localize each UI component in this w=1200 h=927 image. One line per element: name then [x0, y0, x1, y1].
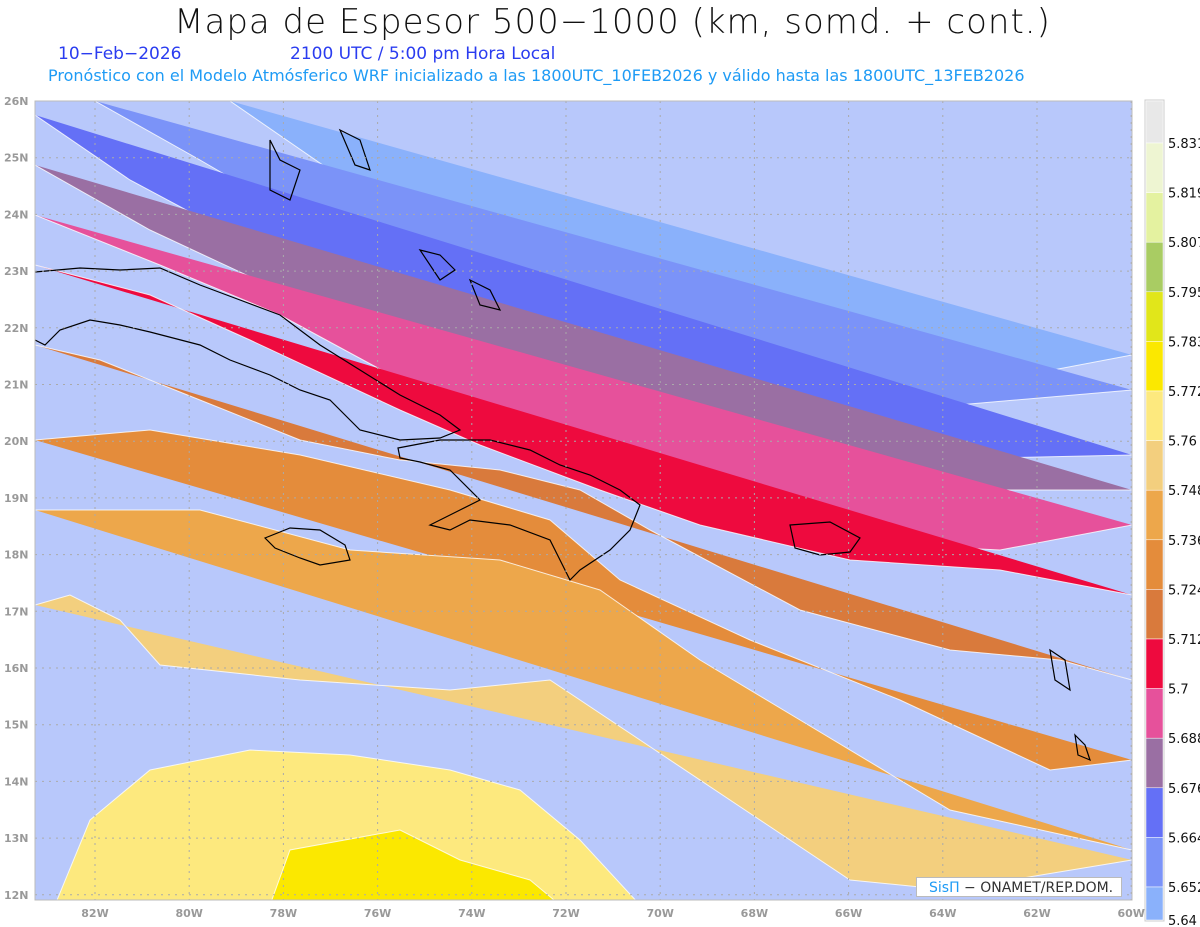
colorbar-frame	[1144, 99, 1165, 922]
coastlines	[35, 128, 1091, 762]
contour-line	[35, 594, 1132, 891]
latitude-labels: 26N 25N 24N 23N 22N 21N 20N 19N 18N 17N 16N 15N 14N 1…	[4, 95, 29, 902]
colorbar-swatch	[1145, 589, 1164, 640]
colorbar-label: 5.676	[1168, 782, 1200, 797]
lon-label: 70W	[646, 907, 673, 920]
band-5.64	[230, 101, 1132, 385]
lat-label: 18N	[4, 549, 29, 562]
colorbar-swatch	[1145, 192, 1164, 243]
map-title: Mapa de Espesor 500−1000 (km, somd. + co…	[174, 2, 1051, 42]
lat-label: 12N	[4, 889, 29, 902]
lat-label: 24N	[4, 208, 29, 221]
colorbar-swatch	[1145, 837, 1164, 888]
credit-box: SisΠ − ONAMET/REP.DOM.	[916, 877, 1122, 897]
lat-label: 22N	[4, 322, 29, 335]
colorbar-label: 5.819	[1168, 187, 1200, 202]
lat-label: 13N	[4, 832, 29, 845]
contour-line	[35, 509, 1132, 851]
colorbar-swatch	[1145, 241, 1164, 293]
lat-label: 21N	[4, 379, 29, 392]
contour-line	[35, 264, 1132, 596]
band-5.652	[95, 101, 1132, 410]
lon-label: 66W	[835, 907, 862, 920]
lat-label: 25N	[4, 152, 29, 165]
colorbar-swatch	[1145, 489, 1164, 541]
colorbar-label: 5.712	[1168, 633, 1200, 648]
longitude-labels: 82W 80W 78W 76W 74W 72W 70W 68W 66W 64W 62W 60W	[81, 907, 1145, 920]
colorbar-label: 5.64	[1168, 914, 1197, 927]
colorbar-swatch	[1145, 638, 1164, 689]
colorbar-label: 5.652	[1168, 881, 1200, 896]
band-5.748	[35, 595, 1132, 890]
band-5.688	[35, 215, 1132, 550]
colorbar-swatch	[1145, 142, 1164, 193]
lon-label: 82W	[81, 907, 108, 920]
lat-label: 26N	[4, 95, 29, 108]
lon-label: 62W	[1023, 907, 1050, 920]
band-5.664	[35, 115, 1132, 460]
colorbar-label: 5.807	[1168, 236, 1200, 251]
lon-label: 64W	[929, 907, 956, 920]
colorbar-label: 5.748	[1168, 484, 1200, 499]
colorbar-label: 5.688	[1168, 732, 1200, 747]
band-5.772	[271, 830, 554, 900]
map-frame	[34, 100, 1133, 901]
colorbar-label: 5.772	[1168, 385, 1200, 400]
band-5.676	[35, 165, 1132, 490]
colorbar-swatch	[1145, 291, 1164, 342]
colorbar-label: 5.831	[1168, 137, 1200, 152]
colorbar-swatch	[1145, 787, 1164, 838]
colorbar-label: 5.664	[1168, 831, 1200, 846]
forecast-date: 10−Feb−2026	[58, 44, 182, 64]
colorbar-label: 5.76	[1168, 435, 1197, 450]
lat-label: 19N	[4, 492, 29, 505]
sispi-logo: SisΠ	[929, 880, 960, 896]
credit-text: − ONAMET/REP.DOM.	[959, 880, 1114, 896]
lon-label: 68W	[741, 907, 768, 920]
colorbar-swatch	[1145, 737, 1164, 789]
colorbar-label: 5.795	[1168, 286, 1200, 301]
band-5.712	[35, 345, 1132, 680]
colorbar-label: 5.724	[1168, 583, 1200, 598]
lat-lon-grid	[35, 101, 1132, 900]
colorbar-swatch	[1145, 390, 1164, 441]
band-5.7	[35, 265, 1132, 595]
colorbar: 5.831 5.819 5.807 5.795 5.783 5.772 5.76 5.748 5…	[1144, 99, 1200, 927]
colorbar-swatch	[1145, 341, 1164, 392]
forecast-time: 2100 UTC / 5:00 pm Hora Local	[290, 44, 556, 64]
lon-label: 80W	[175, 907, 202, 920]
colorbar-swatch	[1145, 539, 1164, 590]
model-subtitle: Pronóstico con el Modelo Atmósferico WRF…	[48, 66, 1025, 85]
colorbar-label: 5.7	[1168, 683, 1189, 698]
lat-label: 15N	[4, 719, 29, 732]
contour-line	[35, 429, 1132, 771]
lon-label: 60W	[1117, 907, 1144, 920]
lon-label: 74W	[458, 907, 485, 920]
lon-label: 76W	[364, 907, 391, 920]
lat-label: 17N	[4, 605, 29, 618]
lon-label: 72W	[552, 907, 579, 920]
colorbar-swatch	[1145, 100, 1164, 144]
colorbar-label: 5.736	[1168, 534, 1200, 549]
colorbar-label: 5.783	[1168, 335, 1200, 350]
contour-line	[35, 344, 1132, 681]
thickness-bands	[35, 101, 1132, 900]
band-5.736	[35, 510, 1132, 850]
lon-label: 78W	[270, 907, 297, 920]
contour-line	[56, 749, 637, 900]
lat-label: 14N	[4, 775, 29, 788]
lat-label: 16N	[4, 662, 29, 675]
colorbar-swatch	[1145, 440, 1164, 491]
lat-label: 23N	[4, 265, 29, 278]
lat-label: 20N	[4, 435, 29, 448]
band-5.76	[57, 750, 636, 900]
contour-line	[271, 829, 555, 900]
colorbar-swatch	[1145, 886, 1164, 921]
colorbar-swatch	[1145, 688, 1164, 739]
